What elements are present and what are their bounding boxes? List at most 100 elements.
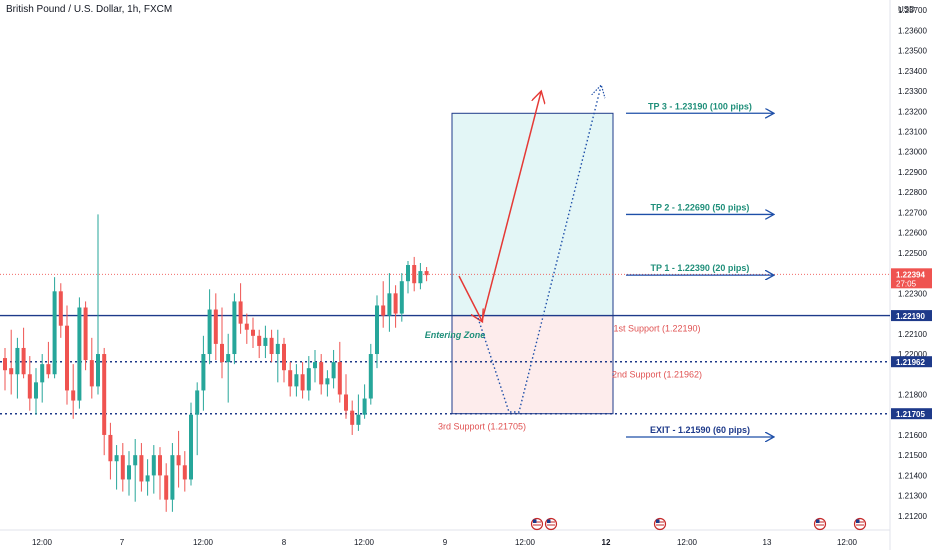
price-badge: [891, 356, 932, 368]
x-tick-label: 9: [443, 538, 448, 547]
x-tick-label: 12:00: [354, 538, 375, 547]
candle-body: [9, 368, 14, 375]
price-badge: [891, 310, 932, 322]
y-tick-label: 1.23500: [898, 47, 927, 56]
y-tick-label: 1.23600: [898, 26, 927, 35]
candle-body: [251, 329, 255, 336]
candle-body: [300, 374, 305, 391]
candle-body: [356, 414, 361, 425]
y-tick-label: 1.21400: [898, 471, 927, 480]
candle-body: [350, 410, 355, 425]
level-label: EXIT - 1.21590 (60 pips): [650, 425, 750, 435]
candle-body: [368, 354, 373, 399]
candle-body: [15, 347, 20, 375]
candle-body: [96, 354, 100, 387]
candle-body: [406, 265, 410, 282]
candle-body: [207, 309, 212, 355]
flag-canton-icon: [547, 519, 551, 523]
candle-body: [381, 305, 386, 316]
candle-body: [424, 271, 429, 276]
candle-body: [306, 368, 311, 391]
projected-path: [477, 86, 601, 413]
y-tick-label: 1.23000: [898, 148, 927, 157]
candle-body: [114, 455, 119, 462]
y-tick-label: 1.21300: [898, 492, 927, 501]
price-badge: [891, 268, 932, 289]
candle-body: [263, 337, 268, 346]
candle-body: [201, 354, 206, 391]
x-tick-label: 12:00: [32, 538, 53, 547]
candle-body: [83, 307, 88, 361]
candle-body: [120, 455, 125, 480]
candle-body: [151, 455, 156, 476]
candle-body: [282, 343, 286, 371]
candle-body: [108, 434, 113, 462]
candle-body: [226, 354, 231, 363]
flag-canton-icon: [533, 519, 537, 523]
candle-body: [331, 362, 336, 379]
candle-body: [27, 374, 32, 399]
x-tick-label: 12:00: [837, 538, 858, 547]
candle-body: [158, 455, 162, 476]
price-badge-label: 1.22394: [896, 270, 925, 279]
candle-body: [145, 475, 150, 482]
flag-canton-icon: [816, 519, 820, 523]
candle-body: [387, 293, 392, 316]
chart-title: British Pound / U.S. Dollar, 1h, FXCM: [6, 4, 173, 15]
candle-body: [133, 455, 138, 466]
red-arrow-up: [481, 92, 541, 322]
candle-body: [375, 305, 379, 355]
candle-body: [127, 465, 131, 480]
y-tick-label: 1.22700: [898, 208, 927, 217]
price-badge-label: 1.21962: [896, 358, 925, 367]
y-tick-label: 1.22800: [898, 188, 927, 197]
candle-body: [319, 362, 324, 385]
candle-body: [46, 364, 51, 375]
candle-body: [77, 307, 82, 401]
candle-body: [269, 337, 274, 355]
candle-body: [182, 465, 187, 480]
candle-body: [176, 455, 181, 466]
candle-body: [412, 265, 417, 284]
candle-body: [71, 390, 76, 401]
y-tick-label: 1.22300: [898, 289, 927, 298]
y-tick-label: 1.22600: [898, 229, 927, 238]
level-label: TP 3 - 1.23190 (100 pips): [648, 101, 752, 111]
candle-body: [102, 354, 107, 435]
entering-zone-label: Entering Zone: [425, 330, 486, 340]
flag-canton-icon: [856, 519, 860, 523]
level-label: TP 2 - 1.22690 (50 pips): [651, 202, 750, 212]
entry-zone: [451, 315, 614, 415]
price-badge-countdown: 27:05: [896, 279, 917, 288]
candle-body: [220, 343, 224, 363]
candle-body: [164, 475, 169, 500]
y-tick-label: 1.23400: [898, 67, 927, 76]
candle-body: [40, 364, 45, 383]
support-label: 2nd Support (1.21962): [612, 370, 702, 380]
candle-body: [257, 335, 262, 346]
candle-body: [139, 455, 144, 482]
currency-label: USD: [898, 5, 915, 14]
candle-body: [52, 291, 57, 375]
y-tick-label: 1.23300: [898, 87, 927, 96]
candle-body: [189, 414, 193, 480]
y-tick-label: 1.22100: [898, 330, 927, 339]
x-tick-label: 7: [120, 538, 125, 547]
flag-canton-icon: [656, 519, 660, 523]
price-badge-label: 1.22190: [896, 312, 925, 321]
candle-body: [195, 390, 200, 415]
x-tick-label: 13: [763, 538, 772, 547]
candle-body: [58, 291, 63, 326]
candle-body: [275, 343, 280, 355]
y-tick-label: 1.21600: [898, 431, 927, 440]
candle-body: [362, 398, 367, 415]
candle-body: [238, 301, 243, 324]
candle-body: [288, 370, 293, 387]
target-zone: [451, 112, 614, 317]
support-label: 3rd Support (1.21705): [438, 422, 526, 432]
x-tick-label: 12:00: [677, 538, 698, 547]
y-tick-label: 1.23100: [898, 127, 927, 136]
candle-body: [344, 394, 348, 411]
candle-body: [418, 271, 423, 284]
